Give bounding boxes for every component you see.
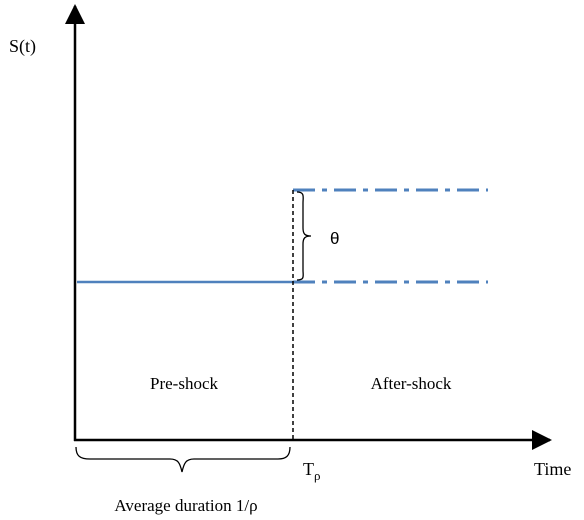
shock-time-label: Tρ — [303, 459, 321, 483]
after-shock-label: After-shock — [371, 374, 452, 393]
duration-label: Average duration 1/ρ — [114, 496, 257, 515]
jump-brace — [296, 191, 312, 281]
y-axis-label: S(t) — [9, 36, 36, 57]
x-axis-label: Time — [534, 459, 571, 479]
shock-time-base: T — [303, 459, 314, 479]
jump-label: θ — [330, 229, 339, 248]
shock-time-subscript: ρ — [314, 468, 321, 483]
pre-shock-label: Pre-shock — [150, 374, 218, 393]
duration-brace — [75, 446, 291, 473]
